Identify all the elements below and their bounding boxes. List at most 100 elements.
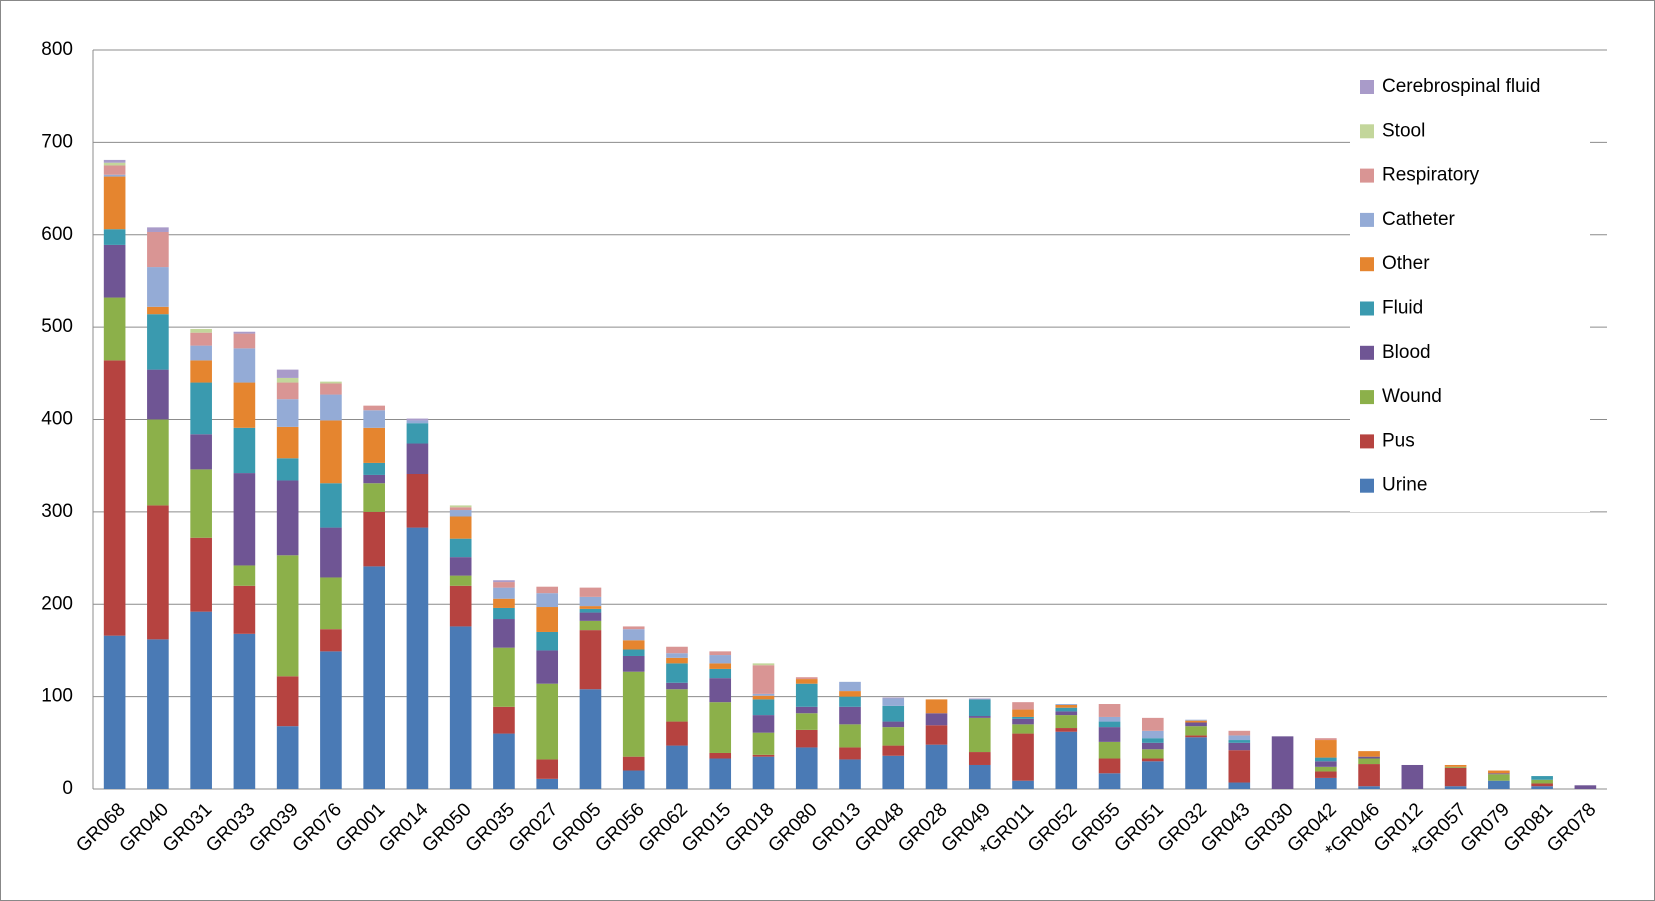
bar-segment — [752, 715, 775, 733]
bar-segment — [839, 681, 861, 692]
bar-segment — [449, 510, 472, 517]
bar-segment — [493, 598, 515, 608]
bar-segment — [320, 629, 342, 652]
bar-segment — [536, 778, 559, 789]
bar-segment — [147, 369, 169, 420]
legend-label: Stool — [1382, 120, 1425, 141]
bar-segment — [795, 677, 818, 680]
bar-segment — [882, 697, 905, 699]
y-tick-label: 800 — [41, 39, 73, 60]
bar-segment — [666, 745, 688, 789]
bar-segment — [536, 586, 559, 594]
bar-segment — [276, 382, 299, 400]
bar-segment — [1012, 733, 1034, 781]
bar-segment — [1531, 776, 1553, 780]
bar-segment — [882, 698, 905, 706]
bar-segment — [320, 577, 342, 630]
bar-segment — [968, 717, 991, 753]
bar-segment — [666, 657, 688, 664]
legend-swatch — [1360, 257, 1374, 272]
bar-segment — [147, 267, 169, 307]
bar-segment — [1315, 761, 1337, 767]
bar-segment — [1228, 742, 1251, 751]
bar-segment — [1055, 731, 1078, 789]
legend-swatch — [1360, 434, 1374, 449]
bar-segment — [795, 729, 818, 748]
y-tick-label: 400 — [41, 409, 73, 430]
bar-segment — [839, 706, 861, 725]
bar-segment — [1185, 720, 1207, 723]
bar-segment — [666, 689, 688, 722]
bar-segment — [1185, 726, 1207, 736]
bar-segment — [103, 159, 126, 163]
bar-segment — [1055, 704, 1078, 708]
bar-segment — [190, 469, 212, 538]
bar-segment — [839, 696, 861, 707]
bar-segment — [795, 747, 818, 789]
bar-segment — [666, 646, 688, 654]
bar-segment — [968, 716, 991, 718]
bar-segment — [666, 663, 688, 683]
bar-segment — [103, 229, 126, 245]
bar-segment — [579, 620, 602, 631]
bar-segment — [406, 418, 429, 421]
bar-segment — [1315, 738, 1337, 741]
bar-segment — [882, 745, 905, 756]
legend-box — [1350, 65, 1590, 512]
bar-segment — [233, 633, 256, 789]
legend-label: Respiratory — [1382, 165, 1480, 186]
legend-label: Pus — [1382, 430, 1415, 451]
bar-segment — [622, 770, 645, 789]
bar-segment — [795, 679, 818, 684]
bar-segment — [1098, 716, 1121, 722]
legend-swatch — [1360, 390, 1374, 405]
bar-segment — [666, 721, 688, 746]
y-tick-label: 500 — [41, 316, 73, 337]
bar-segment — [233, 348, 256, 383]
bar-segment — [1228, 730, 1251, 736]
legend-label: Blood — [1382, 342, 1431, 363]
bar-segment — [1141, 738, 1164, 743]
bar-segment — [536, 683, 559, 760]
bar-segment — [233, 427, 256, 474]
bar-segment — [406, 443, 429, 475]
bar-segment — [1098, 721, 1121, 728]
bar-segment — [363, 511, 385, 567]
bar-segment — [1228, 782, 1251, 789]
bar-segment — [190, 360, 212, 383]
bar-segment — [1055, 707, 1078, 712]
bar-segment — [1531, 786, 1553, 789]
bar-segment — [1488, 774, 1510, 781]
bar-segment — [103, 176, 126, 230]
bar-segment — [1141, 730, 1164, 739]
bar-segment — [103, 244, 126, 298]
bar-segment — [882, 727, 905, 746]
bar-segment — [752, 732, 775, 755]
bar-segment — [449, 575, 472, 586]
bar-segment — [320, 527, 342, 578]
bar-segment — [1055, 711, 1078, 716]
bar-segment — [1401, 764, 1424, 789]
bar-segment — [190, 345, 212, 361]
bar-segment — [320, 420, 342, 484]
bar-segment — [1315, 771, 1337, 778]
bar-segment — [752, 754, 775, 757]
bar-segment — [406, 420, 429, 424]
bar-segment — [493, 580, 515, 583]
bar-segment — [1228, 735, 1251, 741]
bar-segment — [190, 328, 212, 333]
bar-segment — [925, 725, 948, 745]
bar-segment — [449, 626, 472, 789]
bar-segment — [536, 650, 559, 684]
bar-segment — [1531, 779, 1553, 784]
bar-segment — [1098, 773, 1121, 789]
legend-label: Wound — [1382, 386, 1442, 407]
bar-segment — [147, 419, 169, 506]
bar-segment — [1271, 736, 1294, 789]
bar-segment — [190, 332, 212, 346]
y-tick-label: 200 — [41, 593, 73, 614]
bar-segment — [536, 593, 559, 608]
bar-segment — [190, 382, 212, 435]
bar-segment — [1185, 737, 1207, 789]
bar-segment — [709, 702, 732, 753]
